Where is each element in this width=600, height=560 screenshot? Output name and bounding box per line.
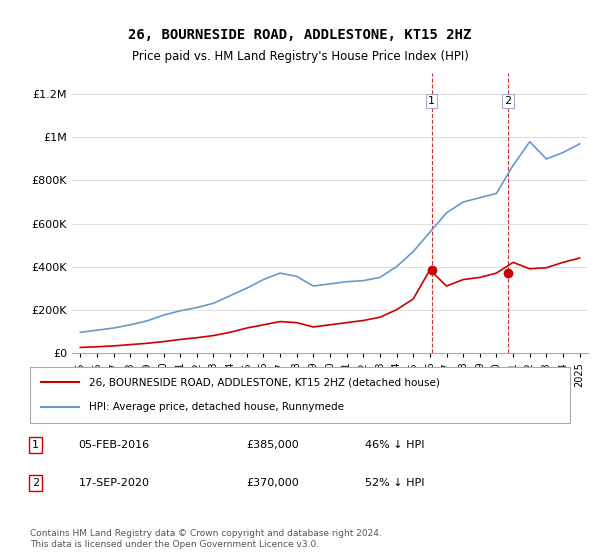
Text: 26, BOURNESIDE ROAD, ADDLESTONE, KT15 2HZ: 26, BOURNESIDE ROAD, ADDLESTONE, KT15 2H… (128, 28, 472, 42)
Text: 52% ↓ HPI: 52% ↓ HPI (365, 478, 424, 488)
Text: 1: 1 (32, 440, 39, 450)
Text: Contains HM Land Registry data © Crown copyright and database right 2024.
This d: Contains HM Land Registry data © Crown c… (30, 529, 382, 549)
Text: 26, BOURNESIDE ROAD, ADDLESTONE, KT15 2HZ (detached house): 26, BOURNESIDE ROAD, ADDLESTONE, KT15 2H… (89, 377, 440, 388)
Text: 2: 2 (505, 96, 512, 106)
Text: 2: 2 (32, 478, 39, 488)
Text: HPI: Average price, detached house, Runnymede: HPI: Average price, detached house, Runn… (89, 402, 344, 412)
FancyBboxPatch shape (30, 367, 570, 423)
Text: 46% ↓ HPI: 46% ↓ HPI (365, 440, 424, 450)
Text: £370,000: £370,000 (246, 478, 299, 488)
Text: Price paid vs. HM Land Registry's House Price Index (HPI): Price paid vs. HM Land Registry's House … (131, 50, 469, 63)
Text: 17-SEP-2020: 17-SEP-2020 (79, 478, 149, 488)
Text: 1: 1 (428, 96, 435, 106)
Text: 05-FEB-2016: 05-FEB-2016 (79, 440, 150, 450)
Text: £385,000: £385,000 (246, 440, 299, 450)
